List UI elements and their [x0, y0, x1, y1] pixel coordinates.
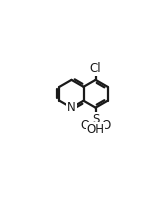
- Text: O: O: [81, 119, 90, 132]
- Text: O: O: [101, 119, 110, 132]
- Text: N: N: [67, 101, 76, 114]
- Text: OH: OH: [87, 123, 105, 136]
- Text: S: S: [92, 113, 99, 126]
- Text: Cl: Cl: [90, 63, 101, 75]
